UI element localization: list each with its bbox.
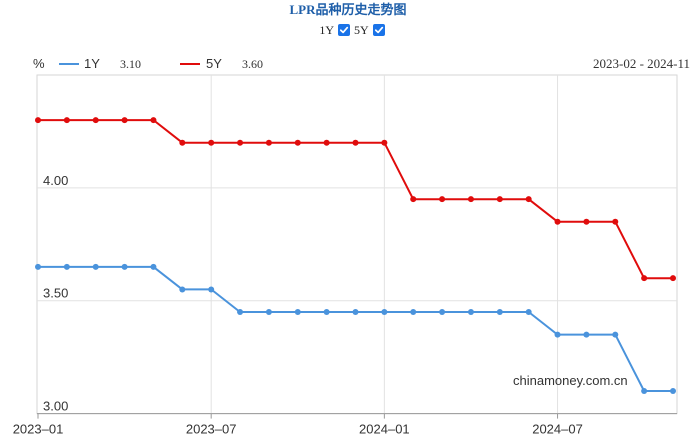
- data-point-1y[interactable]: [410, 309, 417, 316]
- y-tick-label: 3.50: [43, 286, 68, 301]
- data-point-5y[interactable]: [35, 117, 41, 124]
- data-point-1y[interactable]: [583, 331, 590, 338]
- data-point-5y[interactable]: [467, 196, 474, 203]
- data-point-5y[interactable]: [150, 117, 157, 124]
- data-point-1y[interactable]: [92, 263, 99, 270]
- checkmark-icon: [374, 26, 383, 34]
- x-tick-label: 2023–07: [186, 422, 237, 437]
- toggle-5y-checkbox[interactable]: [372, 24, 385, 36]
- data-point-1y[interactable]: [63, 263, 70, 270]
- data-point-5y[interactable]: [208, 139, 215, 146]
- toggle-1y[interactable]: 1Y: [319, 22, 350, 38]
- toggle-1y-label: 1Y: [319, 23, 334, 37]
- data-point-1y[interactable]: [496, 309, 503, 316]
- data-point-5y[interactable]: [583, 218, 590, 225]
- y-tick-label: 4.00: [43, 173, 68, 188]
- x-tick-label: 2023–01: [13, 422, 64, 437]
- data-point-1y[interactable]: [381, 309, 388, 316]
- data-point-1y[interactable]: [265, 309, 272, 316]
- data-point-1y[interactable]: [439, 309, 446, 316]
- data-point-1y[interactable]: [150, 263, 157, 270]
- checkmark-icon: [339, 26, 349, 34]
- legend-name-5y: 5Y: [206, 56, 222, 71]
- data-point-5y[interactable]: [525, 196, 532, 203]
- y-tick-label: 3.00: [43, 399, 68, 414]
- x-tick-label: 2024–01: [359, 422, 410, 437]
- data-point-1y[interactable]: [612, 331, 619, 338]
- legend-swatch-5y: [180, 63, 200, 65]
- data-point-1y[interactable]: [670, 388, 676, 395]
- data-point-1y[interactable]: [237, 309, 244, 316]
- data-point-1y[interactable]: [179, 286, 186, 293]
- chart-legend: % 1Y 3.10 5Y 3.60 2023-02 - 2024-11: [0, 56, 696, 72]
- data-point-5y[interactable]: [92, 117, 99, 124]
- chart-title: LPR品种历史走势图: [289, 2, 407, 17]
- toggle-5y-label: 5Y: [354, 23, 369, 37]
- y-unit-label: %: [33, 56, 45, 71]
- data-point-5y[interactable]: [179, 139, 186, 146]
- data-point-1y[interactable]: [208, 286, 215, 293]
- data-point-5y[interactable]: [554, 218, 561, 225]
- data-point-1y[interactable]: [641, 388, 648, 395]
- data-point-1y[interactable]: [294, 309, 301, 316]
- legend-swatch-1y: [59, 63, 79, 65]
- data-point-5y[interactable]: [265, 139, 272, 146]
- data-point-5y[interactable]: [439, 196, 446, 203]
- data-point-5y[interactable]: [121, 117, 128, 124]
- data-point-5y[interactable]: [323, 139, 330, 146]
- data-point-5y[interactable]: [670, 275, 676, 282]
- data-point-1y[interactable]: [323, 309, 330, 316]
- toggle-5y[interactable]: 5Y: [354, 22, 385, 38]
- data-point-5y[interactable]: [381, 139, 388, 146]
- plot-area: [36, 74, 678, 415]
- data-point-5y[interactable]: [612, 218, 619, 225]
- legend-latest-value-1y: 3.10: [120, 57, 141, 71]
- data-point-5y[interactable]: [237, 139, 244, 146]
- data-point-1y[interactable]: [554, 331, 561, 338]
- data-point-1y[interactable]: [467, 309, 474, 316]
- data-point-1y[interactable]: [352, 309, 359, 316]
- data-point-1y[interactable]: [35, 263, 41, 270]
- data-point-5y[interactable]: [294, 139, 301, 146]
- data-point-5y[interactable]: [496, 196, 503, 203]
- toggle-1y-checkbox[interactable]: [338, 24, 350, 36]
- data-point-5y[interactable]: [410, 196, 417, 203]
- data-point-1y[interactable]: [525, 309, 532, 316]
- date-range-label: 2023-02 - 2024-11: [592, 56, 690, 71]
- data-point-5y[interactable]: [63, 117, 70, 124]
- x-tick-label: 2024–07: [532, 422, 583, 437]
- series-toggles: 1Y 5Y: [8, 22, 696, 38]
- data-point-1y[interactable]: [121, 263, 128, 270]
- legend-name-1y: 1Y: [84, 56, 100, 71]
- watermark: chinamoney.com.cn: [513, 373, 628, 388]
- data-point-5y[interactable]: [641, 275, 648, 282]
- data-point-5y[interactable]: [352, 139, 359, 146]
- legend-latest-value-5y: 3.60: [242, 57, 263, 71]
